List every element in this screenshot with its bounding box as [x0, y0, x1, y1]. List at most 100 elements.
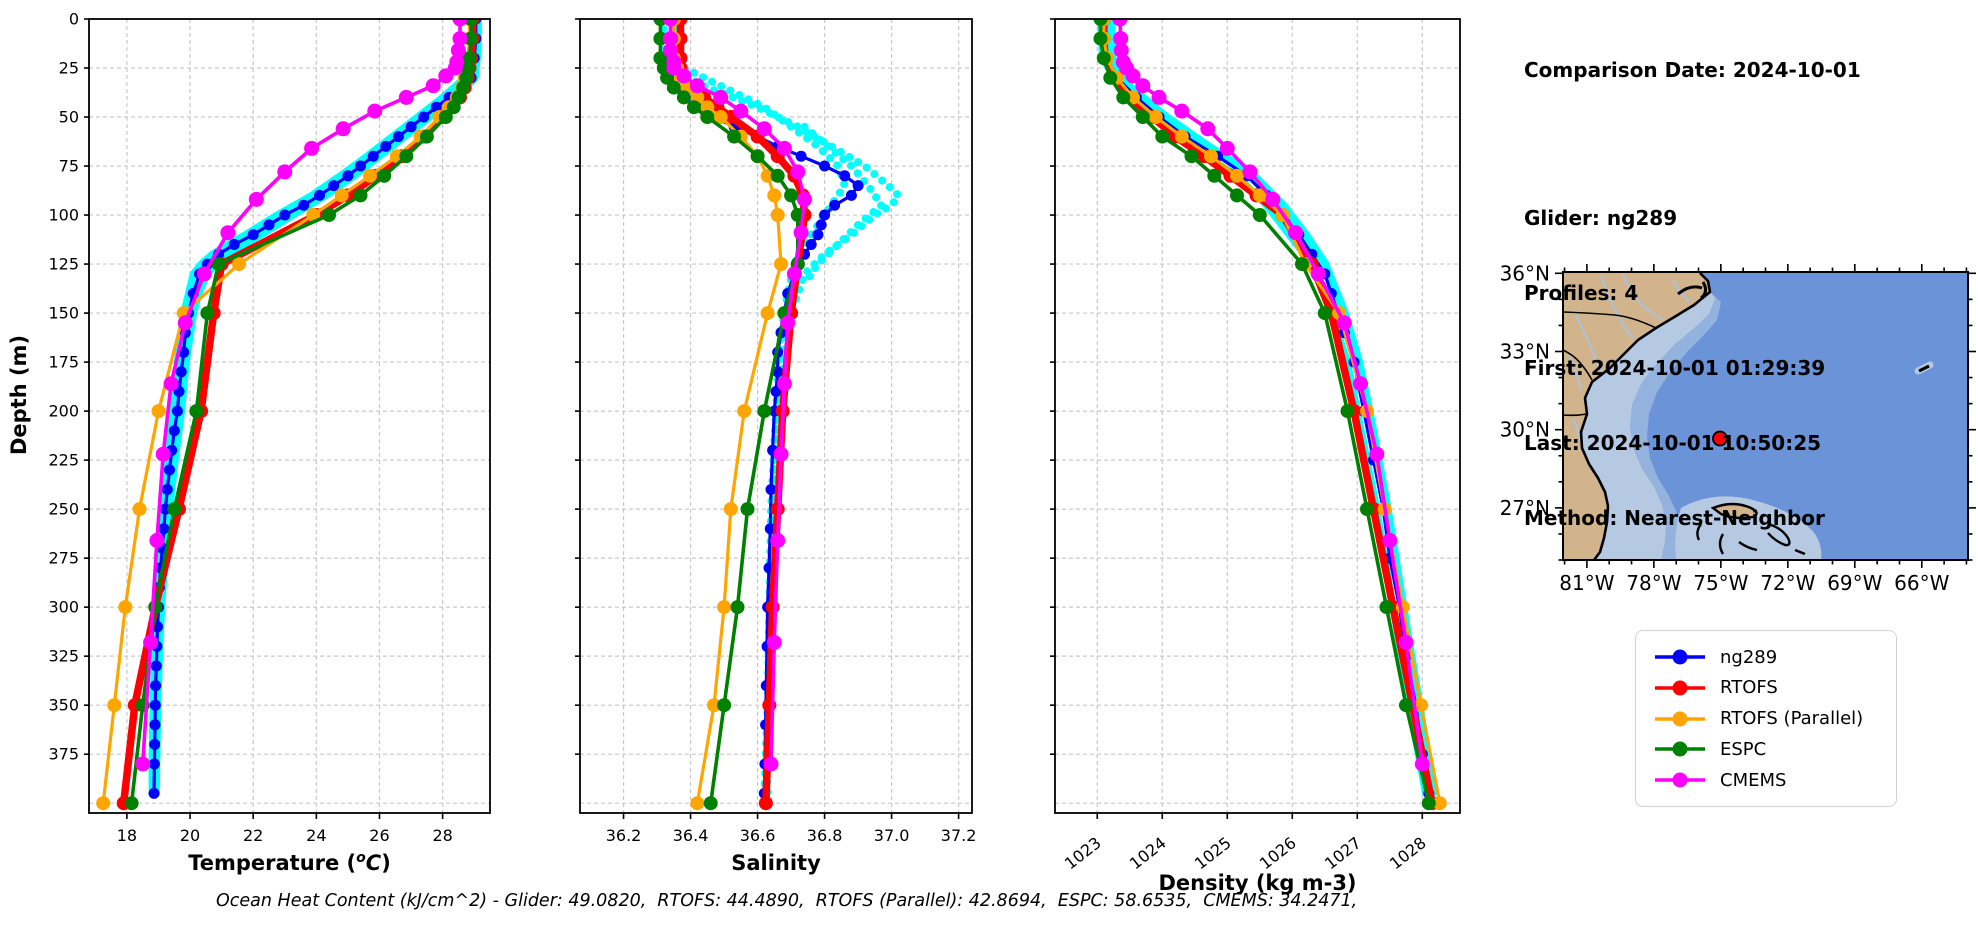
depth-tick-label: 100 — [48, 206, 79, 225]
panel-temperature: 18 20 22 24 26 28 0 25 50 75 100 125 150 175 200 225 250… — [48, 10, 491, 875]
x-tick-label: 1024 — [1126, 833, 1170, 873]
map-bermuda — [1918, 364, 1930, 373]
x-tick-label: 26 — [369, 826, 389, 845]
x-tick-label: 37.0 — [874, 826, 910, 845]
legend-line-sample — [1655, 680, 1705, 696]
map-island — [1794, 548, 1806, 556]
series-cmems-density — [1112, 19, 1430, 772]
legend-line-sample — [1655, 711, 1705, 726]
depth-tick-label: 375 — [48, 745, 79, 764]
axis-label-salinity: Salinity — [731, 851, 821, 875]
map-shelf-inner — [1581, 292, 1715, 560]
legend-line-sample — [1655, 741, 1705, 757]
panel-salinity: 36.2 36.4 36.6 36.8 37.0 37.2 Salinity — [575, 18, 977, 875]
map-river — [1600, 274, 1634, 339]
map-river — [1568, 355, 1582, 391]
legend: ng289 RTOFS RTOFS (Parallel) ESPC CMEMS — [1635, 630, 1897, 807]
axis-label-temperature: Temperature (oC) — [188, 850, 391, 875]
map-lon-label: 75°W — [1693, 571, 1748, 595]
x-tick-label: 22 — [243, 826, 263, 845]
map-lat-label: 33°N — [1500, 339, 1550, 363]
panel-frame — [1054, 18, 1461, 814]
series-cmems-temperature — [135, 19, 468, 772]
info-comparison-date: Comparison Date: 2024-10-01 — [1524, 58, 1861, 82]
legend-label: RTOFS — [1720, 677, 1778, 699]
map-lat-label: 30°N — [1500, 418, 1550, 442]
series-ng289-density — [1099, 19, 1435, 799]
series-glider-raw-b-density — [1097, 19, 1429, 797]
x-tick-label: 36.4 — [673, 826, 709, 845]
map-lon-label: 69°W — [1827, 571, 1882, 595]
legend-line-sample — [1655, 649, 1705, 665]
series-cmems-salinity — [663, 19, 812, 772]
map-lat-label: 27°N — [1500, 496, 1550, 520]
x-tick-label: 36.6 — [740, 826, 776, 845]
legend-entry-cmems: CMEMS — [1652, 766, 1880, 794]
x-tick-label: 1025 — [1191, 833, 1235, 873]
map-state-border — [1563, 311, 1657, 329]
panel-frame — [88, 18, 491, 814]
legend-label: CMEMS — [1720, 769, 1787, 791]
series-glider-raw-c-salinity — [800, 122, 886, 288]
panel-frame — [579, 18, 973, 814]
map-outer-banks — [1677, 285, 1703, 296]
depth-tick-label: 50 — [59, 108, 79, 127]
legend-line-sample — [1655, 772, 1705, 788]
map-lon-label: 72°W — [1760, 571, 1815, 595]
map-lon-label: 81°W — [1559, 571, 1614, 595]
axis-label-density: Density (kg m-3) — [1158, 871, 1356, 895]
info-method: Method: Nearest-Neighbor — [1524, 506, 1825, 530]
x-tick-label: 20 — [180, 826, 200, 845]
x-tick-label: 37.2 — [941, 826, 977, 845]
depth-tick-label: 175 — [48, 353, 79, 372]
depth-tick-label: 250 — [48, 500, 79, 519]
map-state-border — [1563, 349, 1593, 381]
info-gap — [1524, 133, 1861, 156]
panel-density: 1023 1024 1025 1026 1027 1028 Density (kg m-3) — [1050, 18, 1461, 895]
legend-entry-rtofs-parallel-: RTOFS (Parallel) — [1652, 705, 1880, 733]
map-coastline — [1579, 272, 1712, 560]
map-river — [1574, 313, 1604, 375]
glider-position-marker — [1712, 430, 1728, 447]
depth-tick-label: 275 — [48, 549, 79, 568]
x-tick-label: 24 — [306, 826, 326, 845]
x-tick-label: 1026 — [1256, 833, 1300, 873]
map-island — [1718, 533, 1725, 555]
x-tick-label: 18 — [117, 826, 137, 845]
legend-label: ng289 — [1720, 646, 1778, 668]
ohc-caption: Ocean Heat Content (kJ/cm^2) - Glider: 4… — [216, 891, 1358, 911]
info-first: First: 2024-10-01 01:29:39 — [1524, 356, 1826, 380]
depth-tick-label: 125 — [48, 255, 79, 274]
map-river — [1622, 273, 1664, 321]
legend-entry-ng289: ng289 — [1652, 643, 1880, 671]
depth-tick-label: 150 — [48, 304, 79, 323]
map-state-border — [1563, 413, 1588, 417]
legend-entry-rtofs: RTOFS — [1652, 674, 1880, 702]
map-lat-label: 36°N — [1500, 261, 1550, 285]
info-block: Comparison Date: 2024-10-01 Glider: ng28… — [1524, 8, 1861, 581]
x-tick-label: 28 — [432, 826, 452, 845]
depth-tick-label: 75 — [59, 157, 79, 176]
map-island — [1710, 502, 1758, 520]
map-lon-label: 78°W — [1626, 571, 1681, 595]
x-tick-label: 1023 — [1061, 833, 1105, 873]
x-tick-label: 1027 — [1321, 833, 1365, 873]
info-glider: Glider: ng289 — [1524, 206, 1678, 230]
legend-label: ESPC — [1720, 738, 1767, 760]
info-profiles: Profiles: 4 — [1524, 281, 1639, 305]
depth-tick-label: 300 — [48, 598, 79, 617]
legend-label: RTOFS (Parallel) — [1720, 708, 1864, 729]
depth-tick-label: 0 — [69, 10, 79, 29]
map-island — [1767, 522, 1791, 547]
series-espc-density — [1093, 19, 1436, 811]
x-tick-label: 36.2 — [606, 826, 642, 845]
location-map: 36°N 33°N 30°N 27°N 81°W 78°W 75°W 72°W 69°W 66°W — [1500, 261, 1976, 595]
series-espc-salinity — [653, 19, 805, 811]
map-island — [1696, 523, 1702, 541]
map-lon-label: 66°W — [1894, 571, 1949, 595]
map-land — [1563, 272, 1710, 560]
depth-tick-label: 325 — [48, 647, 79, 666]
depth-tick-label: 350 — [48, 696, 79, 715]
legend-entry-espc: ESPC — [1652, 735, 1880, 763]
map-island — [1738, 541, 1758, 552]
